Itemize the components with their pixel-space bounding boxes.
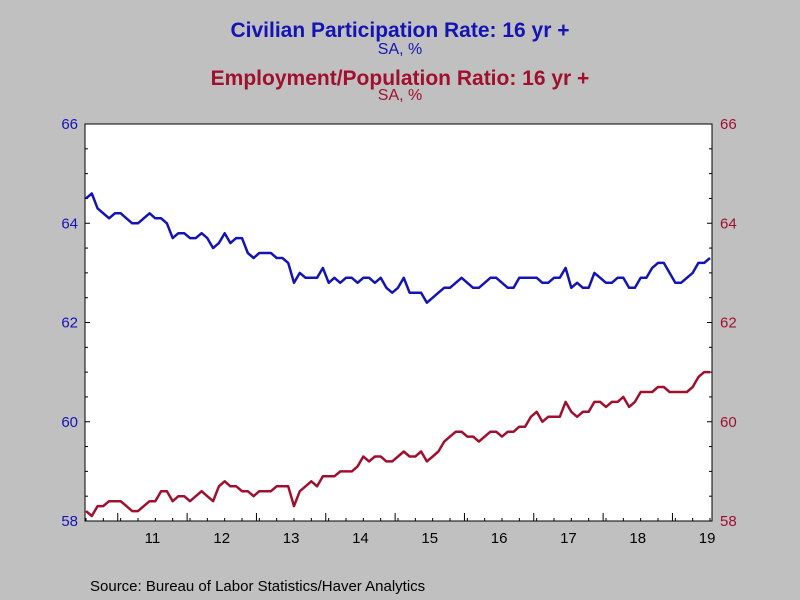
y-left-tick-label: 66: [61, 116, 78, 133]
y-left-tick-label: 64: [61, 215, 78, 232]
chart-title-employment: Employment/Population Ratio: 16 yr +: [210, 67, 590, 90]
plot-area: [84, 123, 713, 522]
x-tick-label: 18: [629, 530, 646, 547]
participation-rate-line: [85, 192, 711, 304]
y-right-tick-label: 58: [720, 513, 737, 530]
y-right-tick-label: 62: [720, 315, 737, 332]
x-tick-label: 17: [560, 530, 577, 547]
x-tick-label: 15: [421, 530, 438, 547]
x-tick-label: 13: [283, 530, 300, 547]
x-tick-label: 19: [699, 530, 716, 547]
y-right-tick-label: 60: [720, 414, 737, 431]
y-left-tick-label: 58: [61, 513, 78, 530]
employment-ratio-line: [85, 370, 710, 518]
chart-subtitle-employment: SA, %: [377, 87, 423, 104]
y-left-tick-label: 60: [61, 414, 78, 431]
chart-subtitle-participation: SA, %: [377, 41, 423, 58]
chart-title-participation: Civilian Participation Rate: 16 yr +: [230, 19, 570, 42]
x-tick-label: 11: [145, 530, 161, 547]
x-tick-label: 12: [213, 530, 230, 547]
y-right-tick-label: 66: [720, 116, 737, 133]
y-left-tick-label: 62: [61, 315, 78, 332]
x-tick-label: 14: [352, 530, 369, 547]
y-right-tick-label: 64: [720, 215, 737, 232]
source-note: Source: Bureau of Labor Statistics/Haver…: [90, 578, 426, 595]
x-tick-label: 16: [491, 530, 508, 547]
